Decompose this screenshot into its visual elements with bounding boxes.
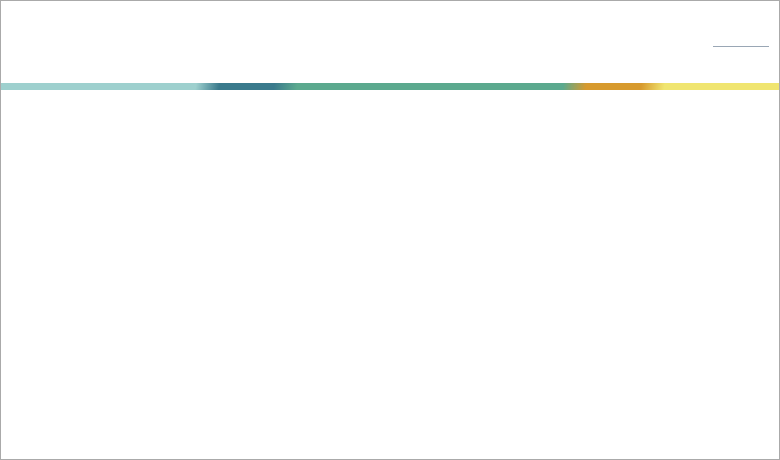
legend-item-capex: [197, 402, 238, 417]
chart-legend: [197, 402, 238, 436]
title-divider-band: [1, 83, 779, 90]
line-series-legend-marker: [197, 408, 231, 411]
arve-logo: [661, 23, 769, 69]
logo-divider: [713, 45, 769, 47]
line-marker-dot-icon: [210, 405, 219, 414]
logo-text-block: [713, 44, 769, 49]
bar-series-legend-marker: [207, 420, 222, 433]
legend-item-volume: [197, 419, 238, 434]
